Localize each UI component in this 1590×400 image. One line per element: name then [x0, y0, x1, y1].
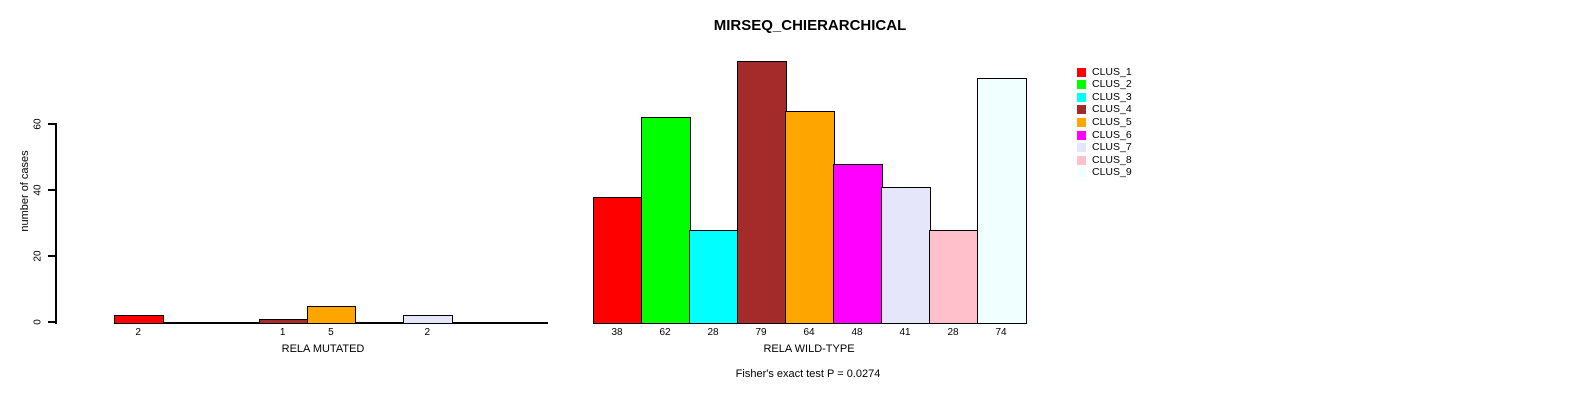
y-axis-title: number of cases	[19, 150, 31, 232]
legend-label-clus_7: CLUS_7	[1092, 141, 1132, 154]
bar-value-label: 28	[707, 327, 719, 338]
bar-value-label: 74	[995, 327, 1007, 338]
legend-swatch-clus_5	[1077, 117, 1086, 127]
y-axis-line	[55, 123, 57, 324]
bar-value-label: 28	[947, 327, 959, 338]
legend-label-clus_5: CLUS_5	[1092, 115, 1132, 128]
bar-clus_7	[881, 186, 931, 324]
bar-value-label: 62	[659, 327, 671, 338]
bar-clus_4	[258, 318, 309, 324]
x-axis-title-rela-mutated: RELA MUTATED	[281, 343, 365, 355]
bar-clus_5	[785, 110, 835, 324]
y-tick-mark	[48, 189, 56, 191]
bar-value-label: 38	[611, 327, 623, 338]
legend-label-clus_6: CLUS_6	[1092, 128, 1132, 141]
bar-clus_7	[403, 315, 453, 324]
y-tick-mark	[48, 255, 56, 257]
legend-label-clus_9: CLUS_9	[1092, 166, 1132, 179]
bar-value-label: 41	[899, 327, 911, 338]
bar-value-label: 1	[279, 327, 286, 338]
legend-label-clus_2: CLUS_2	[1092, 78, 1132, 91]
bar-clus_9	[977, 77, 1027, 324]
legend-label-clus_1: CLUS_1	[1092, 65, 1132, 78]
bar-clus_3	[689, 229, 739, 324]
y-tick-mark	[48, 123, 56, 125]
y-tick-mark	[48, 321, 56, 323]
legend-swatch-clus_4	[1077, 105, 1086, 115]
y-tick-label: 20	[32, 250, 44, 262]
x-axis-title-rela-wild-type: RELA WILD-TYPE	[763, 343, 855, 355]
legend-swatch-clus_2	[1077, 80, 1086, 90]
y-tick-label: 60	[32, 118, 44, 130]
bar-value-label: 2	[424, 327, 431, 338]
chart-title: MIRSEQ_CHIERARCHICAL	[713, 17, 907, 34]
bar-value-label: 64	[803, 327, 815, 338]
legend-label-clus_3: CLUS_3	[1092, 90, 1132, 103]
bar-value-label: 48	[851, 327, 863, 338]
bar-clus_1	[114, 315, 164, 324]
legend-label-clus_8: CLUS_8	[1092, 153, 1132, 166]
legend-swatch-clus_1	[1077, 67, 1086, 77]
y-tick-label: 0	[32, 319, 44, 325]
legend-swatch-clus_7	[1077, 143, 1086, 153]
bar-clus_4	[737, 61, 787, 324]
bar-value-label: 2	[135, 327, 141, 338]
fisher-test-annotation: Fisher's exact test P = 0.0274	[735, 368, 881, 380]
y-tick-label: 40	[32, 184, 44, 196]
bar-clus_1	[593, 196, 643, 324]
legend-swatch-clus_9	[1077, 168, 1086, 178]
legend-swatch-clus_3	[1077, 92, 1086, 102]
bar-clus_2	[641, 117, 691, 324]
bar-value-label: 79	[755, 327, 767, 338]
legend-swatch-clus_8	[1077, 155, 1086, 165]
bar-clus_8	[929, 229, 979, 324]
bar-clus_5	[306, 305, 357, 324]
legend-label-clus_4: CLUS_4	[1092, 103, 1132, 116]
bar-clus_6	[833, 163, 883, 324]
legend-swatch-clus_6	[1077, 130, 1086, 140]
bar-value-label: 5	[328, 327, 334, 338]
